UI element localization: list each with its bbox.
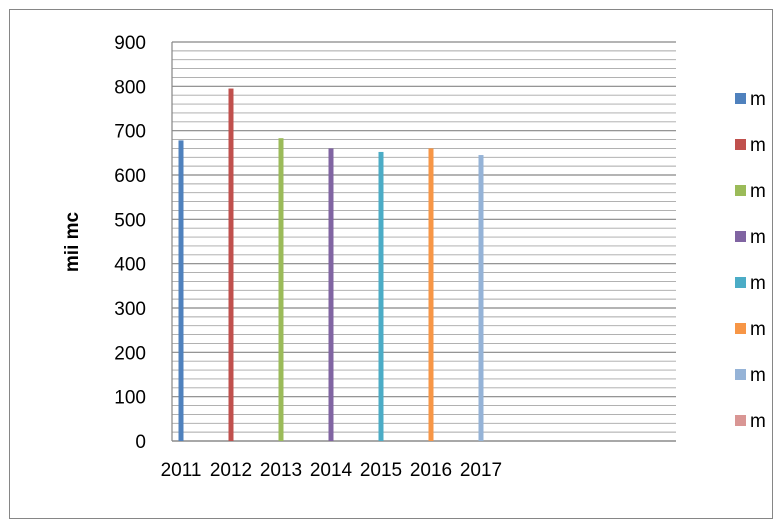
legend-swatch [735,185,746,196]
bar [378,151,384,442]
legend-swatch [735,231,746,242]
y-tick-label: 200 [114,343,146,364]
x-tick-label: 2012 [210,460,252,481]
y-tick-label: 500 [114,210,146,231]
y-tick-label: 100 [114,388,146,409]
legend-swatch [735,277,746,288]
legend-label: m [750,181,766,202]
legend-swatch [735,139,746,150]
legend-label: m [750,273,766,294]
legend-swatch [735,369,746,380]
legend-label: m [750,365,766,386]
x-tick-label: 2014 [310,460,353,481]
legend-swatch [735,415,746,426]
legend: m m m m m m m m [735,89,766,432]
x-tick-label: 2017 [460,460,502,481]
legend-swatch [735,93,746,104]
y-tick-label: 0 [135,432,146,453]
bar [178,140,184,442]
bar [328,148,334,441]
gridlines [171,41,676,442]
bars [178,88,484,442]
legend-label: m [750,319,766,340]
legend-label: m [750,227,766,248]
y-tick-label: 600 [114,166,146,187]
y-tick-label: 300 [114,299,146,320]
bar [278,138,284,441]
x-tick-label: 2013 [260,460,302,481]
y-tick-label: 800 [114,77,146,98]
y-axis-label: mii mc [62,211,83,272]
bar [428,148,434,441]
legend-swatch [735,323,746,334]
legend-label: m [750,89,766,110]
y-tick-label: 400 [114,255,146,276]
x-tick-label: 2016 [410,460,452,481]
y-tick-labels: 0 100 200 300 400 500 600 700 800 900 [114,33,146,453]
bar [478,155,484,442]
legend-label: m [750,135,766,156]
x-tick-label: 2015 [360,460,402,481]
y-tick-label: 900 [114,33,146,54]
x-tick-labels: 2011 2012 2013 2014 2015 2016 2017 [161,460,503,481]
legend-label: m [750,411,766,432]
bar [228,88,234,442]
x-tick-label: 2011 [161,460,202,481]
y-tick-label: 700 [114,122,146,143]
